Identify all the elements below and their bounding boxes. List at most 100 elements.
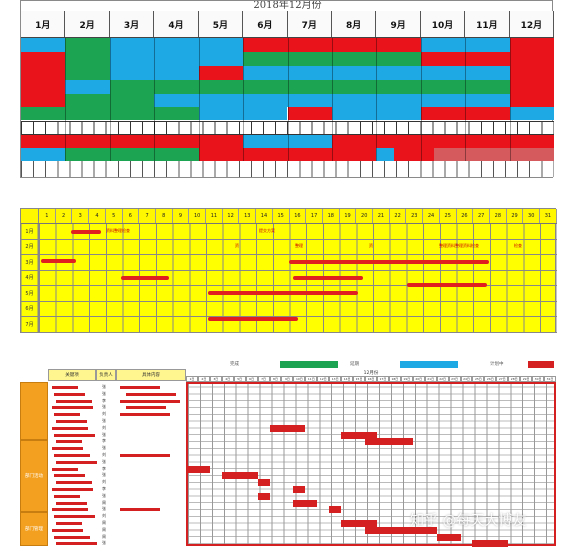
content-redacted [120, 454, 170, 457]
month-2-header: 2月 [65, 11, 110, 37]
day-header: 19日 [400, 376, 413, 382]
task-name-redacted [56, 440, 82, 444]
month-1-header: 1月 [21, 11, 66, 37]
day-header: 7日 [257, 376, 270, 382]
day-header: 21日 [424, 376, 437, 382]
owner-cell: 张 [102, 384, 106, 389]
task-name-redacted [56, 501, 87, 505]
gantt-grid-area [186, 382, 556, 546]
calendar-block [509, 66, 554, 80]
owner-cell: 刘 [102, 411, 106, 417]
gantt-bar [472, 540, 509, 547]
gantt-bar [365, 526, 437, 534]
scribble-mark [208, 291, 358, 295]
day-header: 12日 [317, 376, 330, 382]
task-name-redacted [52, 386, 78, 389]
day-header: 1日 [186, 376, 198, 382]
day-11-header: 11 [206, 209, 223, 223]
day-31-header: 31 [540, 209, 557, 223]
task-name-redacted [54, 474, 85, 478]
calendar-block [21, 107, 199, 120]
owner-cell: 张 [102, 390, 106, 396]
gantt-task-sheet: 完成 延期 计划中 关键项 负责人 具体内容 12月份 1日 2日 3日 4日 5日 6日 7日 8日 9日 1… [20, 358, 556, 547]
content-redacted [120, 386, 160, 389]
day-header: 2日 [197, 376, 210, 382]
calendar-block [420, 52, 510, 66]
plan-grid: 1月 2月 3月 4月 5月 6月 7月 资料整理检查 提交方案资 整理 资 整理资料整理资料检查 检查 [21, 224, 557, 334]
day-22-header: 22 [390, 209, 407, 223]
month-row-label: 5月 [21, 286, 39, 301]
legend-label: 完成 [230, 362, 239, 367]
task-name-redacted [56, 399, 92, 403]
owner-cell: 刘 [102, 479, 106, 485]
month-divider [109, 38, 111, 161]
task-name-redacted [52, 426, 88, 430]
month-5-header: 5月 [198, 11, 244, 37]
day-header: 18日 [388, 376, 401, 382]
month-divider [331, 38, 333, 161]
day-header: 24日 [460, 376, 473, 382]
task-name-redacted [56, 460, 97, 464]
day-21-header: 21 [373, 209, 390, 223]
plan-note: 资料整理检查 [106, 228, 130, 233]
calendar-block [509, 80, 554, 94]
scribble-mark [208, 317, 298, 321]
day-14-header: 14 [256, 209, 273, 223]
day-header: 13日 [329, 376, 342, 382]
day-grid-row [21, 121, 554, 135]
plan-note: 资 [235, 243, 239, 248]
day-3-header: 3 [72, 209, 90, 223]
owner-cell: 张 [102, 472, 106, 478]
day-grid-row [21, 161, 554, 177]
task-name-redacted [54, 433, 95, 437]
calendar-block [243, 135, 332, 148]
gantt-bar [269, 424, 306, 432]
day-header: 23日 [448, 376, 461, 382]
day-26-header: 26 [457, 209, 474, 223]
month-divider [509, 38, 511, 161]
month-6-header: 6月 [243, 11, 288, 37]
task-name-redacted [56, 522, 82, 525]
day-header: 26日 [484, 376, 497, 382]
calendar-block [21, 66, 66, 80]
task-name-redacted [54, 515, 95, 519]
legend-swatch [280, 361, 338, 368]
month-divider [465, 38, 467, 161]
day-4-header: 4 [89, 209, 106, 223]
day-header: 20日 [412, 376, 425, 382]
calendar-block [65, 80, 110, 94]
day-header: 11日 [305, 376, 318, 382]
calendar-block [198, 66, 244, 80]
calendar-title: 2018年12月份 [253, 1, 322, 11]
gantt-bar [365, 438, 413, 446]
calendar-block [509, 94, 554, 107]
day-28-header: 28 [490, 209, 507, 223]
calendar-block [154, 94, 510, 107]
calendar-block [287, 107, 332, 120]
owner-cell: 张 [102, 404, 106, 410]
day-5-header: 5 [106, 209, 123, 223]
month-divider [376, 38, 378, 161]
calendar-block [420, 107, 510, 120]
month-header: 12月份 [186, 369, 556, 376]
plan-note: 资 [369, 243, 373, 248]
task-name-redacted [54, 413, 80, 417]
content-redacted [120, 413, 170, 417]
day-header: 10日 [293, 376, 306, 382]
owner-cell: 刘 [102, 424, 106, 430]
scribble-mark [289, 260, 489, 264]
content-redacted [126, 392, 176, 396]
month-divider [243, 38, 245, 161]
owner-cell: 张 [102, 506, 106, 512]
day-29-header: 29 [507, 209, 524, 223]
day-9-header: 9 [173, 209, 190, 223]
day-header: 4日 [221, 376, 234, 382]
task-name-redacted [52, 447, 83, 451]
month-row-label: 7月 [21, 317, 39, 332]
task-name-redacted [54, 392, 85, 396]
task-name-redacted [52, 488, 93, 491]
month-row: 4月 [21, 270, 557, 286]
gantt-bar [221, 472, 258, 480]
month-row-label: 6月 [21, 301, 39, 316]
owner-cell: 张 [102, 418, 106, 423]
